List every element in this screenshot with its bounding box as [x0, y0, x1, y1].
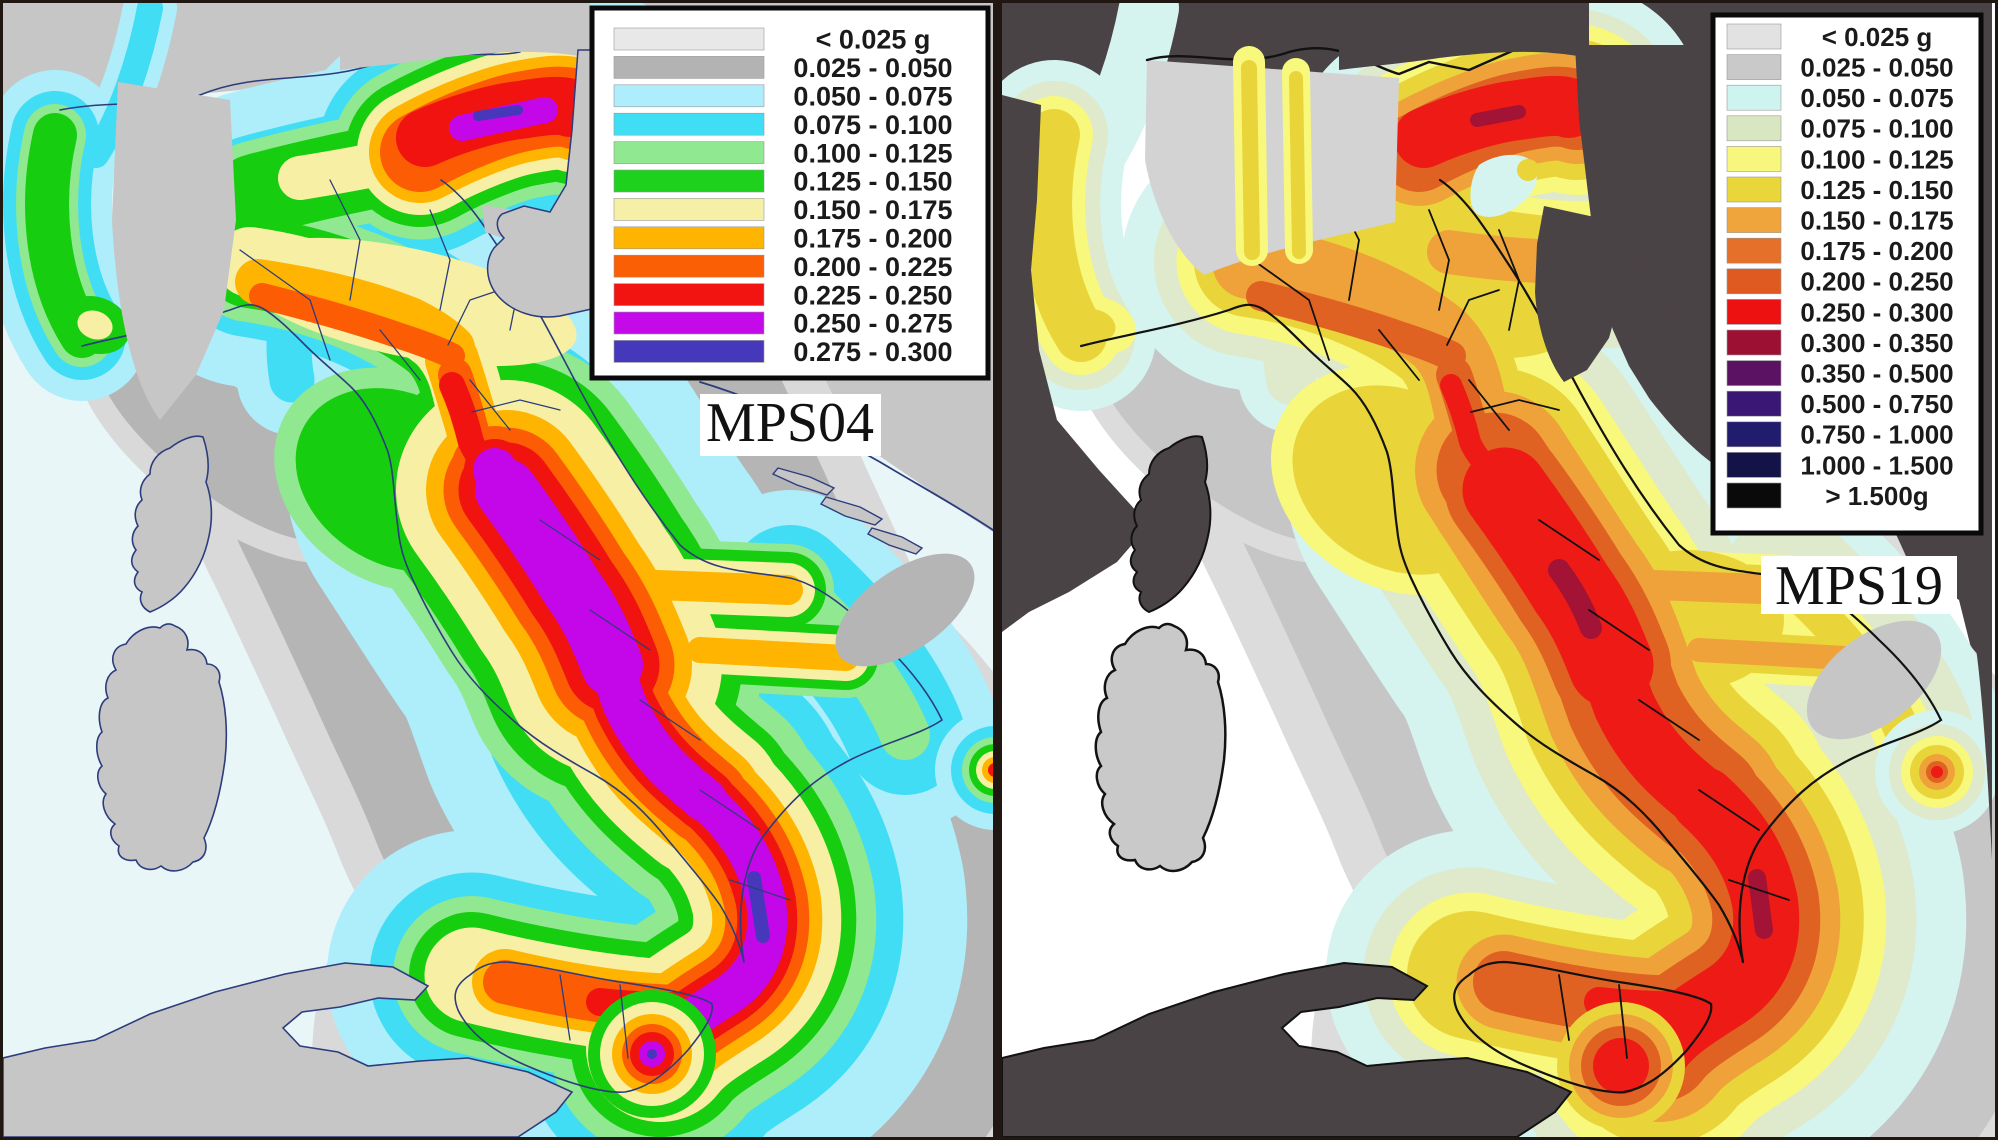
svg-text:0.125 - 0.150: 0.125 - 0.150 [793, 167, 952, 197]
svg-text:0.050 - 0.075: 0.050 - 0.075 [1800, 83, 1953, 113]
svg-text:0.750 - 1.000: 0.750 - 1.000 [1800, 420, 1953, 450]
svg-text:0.100 - 0.125: 0.100 - 0.125 [793, 138, 952, 168]
svg-text:0.050 - 0.075: 0.050 - 0.075 [793, 82, 952, 112]
svg-text:0.500 - 0.750: 0.500 - 0.750 [1800, 389, 1953, 419]
svg-text:0.100 - 0.125: 0.100 - 0.125 [1800, 144, 1953, 174]
svg-text:0.250 - 0.275: 0.250 - 0.275 [793, 309, 952, 339]
svg-text:0.150 - 0.175: 0.150 - 0.175 [793, 195, 952, 225]
svg-text:0.175 - 0.200: 0.175 - 0.200 [793, 224, 952, 254]
svg-text:MPS04: MPS04 [706, 392, 874, 454]
svg-text:0.175 - 0.200: 0.175 - 0.200 [1800, 236, 1953, 266]
svg-text:0.075 - 0.100: 0.075 - 0.100 [1800, 114, 1953, 144]
svg-text:0.150 - 0.175: 0.150 - 0.175 [1800, 206, 1953, 236]
svg-text:0.200 - 0.225: 0.200 - 0.225 [793, 252, 952, 282]
svg-text:0.125 - 0.150: 0.125 - 0.150 [1800, 175, 1953, 205]
svg-text:1.000 - 1.500: 1.000 - 1.500 [1800, 450, 1953, 480]
svg-text:0.275 - 0.300: 0.275 - 0.300 [793, 337, 952, 367]
svg-text:0.250 - 0.300: 0.250 - 0.300 [1800, 297, 1953, 327]
svg-text:< 0.025 g: < 0.025 g [816, 25, 931, 55]
svg-text:> 1.500g: > 1.500g [1825, 481, 1928, 511]
svg-text:0.075 - 0.100: 0.075 - 0.100 [793, 110, 952, 140]
svg-text:0.025 - 0.050: 0.025 - 0.050 [1800, 53, 1953, 83]
svg-text:0.350 - 0.500: 0.350 - 0.500 [1800, 359, 1953, 389]
svg-text:MPS19: MPS19 [1775, 555, 1943, 617]
svg-text:< 0.025 g: < 0.025 g [1822, 22, 1933, 52]
svg-text:0.025 - 0.050: 0.025 - 0.050 [793, 53, 952, 83]
svg-text:0.225 - 0.250: 0.225 - 0.250 [793, 280, 952, 310]
svg-text:0.300 - 0.350: 0.300 - 0.350 [1800, 328, 1953, 358]
svg-text:0.200 - 0.250: 0.200 - 0.250 [1800, 267, 1953, 297]
